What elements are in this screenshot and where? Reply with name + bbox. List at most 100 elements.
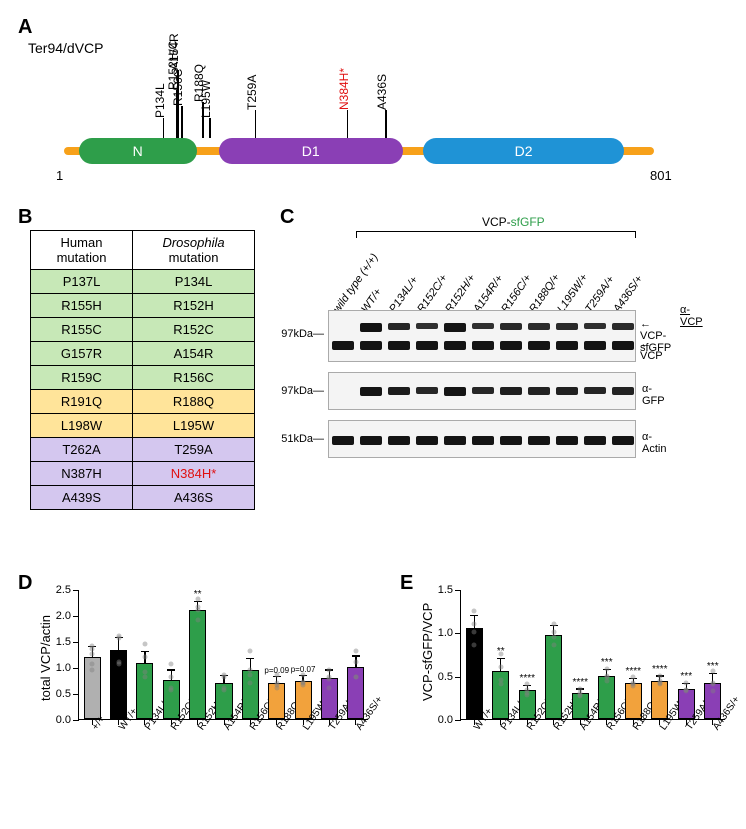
xtick	[329, 720, 330, 725]
data-point	[631, 680, 636, 685]
data-point	[525, 687, 530, 692]
significance-label: **	[497, 646, 505, 657]
antibody-label: α- Actin	[642, 431, 666, 455]
band	[584, 341, 606, 350]
ytick	[73, 694, 79, 695]
band	[388, 341, 410, 350]
ytick	[455, 720, 461, 721]
data-point	[142, 654, 147, 659]
band	[584, 436, 606, 445]
band	[556, 323, 578, 330]
ytick-label: 2.0	[56, 610, 71, 622]
cell-human: R155H	[31, 294, 133, 318]
data-point	[195, 618, 200, 623]
data-point	[169, 685, 174, 690]
band	[472, 436, 494, 445]
data-point	[498, 678, 503, 683]
cell-fly: R152C	[133, 318, 255, 342]
ytick	[73, 720, 79, 721]
band	[528, 387, 550, 395]
mw-label: 97kDa—	[278, 328, 324, 340]
data-point	[169, 662, 174, 667]
error-cap	[470, 615, 478, 616]
bar	[189, 610, 206, 719]
xtick	[276, 720, 277, 725]
band	[444, 387, 466, 396]
ytick-label: 1.5	[56, 636, 71, 648]
data-point	[327, 685, 332, 690]
cell-human: L198W	[31, 414, 133, 438]
group-bracket	[356, 231, 636, 239]
ytick	[455, 590, 461, 591]
cell-fly: A154R	[133, 342, 255, 366]
data-point	[142, 670, 147, 675]
cell-fly: N384H*	[133, 462, 255, 486]
significance-label: **	[194, 589, 202, 600]
cell-fly: R156C	[133, 366, 255, 390]
data-point	[472, 608, 477, 613]
band	[360, 387, 382, 396]
y-axis-label: VCP-sfGFP/VCP	[420, 602, 435, 700]
significance-label: ***	[680, 671, 692, 682]
data-point	[90, 646, 95, 651]
data-point	[498, 665, 503, 670]
cell-fly: A436S	[133, 486, 255, 510]
tick-L195W	[209, 118, 211, 138]
xtick	[553, 720, 554, 725]
panel-b: HumanmutationDrosophilamutationP137LP134…	[30, 230, 255, 510]
ytick	[73, 616, 79, 617]
chart-area: 0.00.51.01.52.02.5+/+WT/+P134L/+R152C/+*…	[78, 590, 368, 720]
cell-human: R155C	[31, 318, 133, 342]
data-point	[684, 688, 689, 693]
data-point	[248, 649, 253, 654]
chart-area: 0.00.51.01.5WT/+**P134L/+****R152C/+R152…	[460, 590, 725, 720]
data-point	[248, 680, 253, 685]
xtick	[92, 720, 93, 725]
cell-fly: R188Q	[133, 390, 255, 414]
band	[360, 436, 382, 445]
mutation-label: T259A	[245, 75, 259, 110]
cell-human: A439S	[31, 486, 133, 510]
band	[472, 341, 494, 350]
cell-human: T262A	[31, 438, 133, 462]
mutation-label: A436S	[375, 74, 389, 110]
band	[416, 341, 438, 350]
data-point	[195, 607, 200, 612]
tick-A436S	[385, 110, 387, 138]
mutation-label: N384H*	[337, 68, 351, 110]
data-point	[90, 667, 95, 672]
protein-schematic: ND1D21801P134LR152H/CA154RR156CR188QL195…	[64, 138, 654, 164]
band	[528, 341, 550, 350]
data-point	[327, 667, 332, 672]
table-row: L198WL195W	[31, 414, 255, 438]
band	[612, 387, 634, 395]
data-point	[327, 676, 332, 681]
xtick	[606, 720, 607, 725]
ytick	[73, 642, 79, 643]
data-point	[142, 675, 147, 680]
significance-label: ****	[625, 666, 641, 677]
band	[500, 387, 522, 395]
y-axis-label: total VCP/actin	[38, 615, 53, 701]
data-point	[578, 692, 583, 697]
mw-label: 97kDa—	[278, 385, 324, 397]
xtick	[118, 720, 119, 725]
ytick-label: 0.0	[438, 714, 453, 726]
ytick-label: 0.0	[56, 714, 71, 726]
ytick-label: 0.5	[438, 671, 453, 683]
data-point	[472, 621, 477, 626]
band	[332, 436, 354, 445]
table-row: P137LP134L	[31, 270, 255, 294]
mw-label: 51kDa—	[278, 433, 324, 445]
antibody-label: α-VCP	[680, 304, 703, 328]
band	[528, 323, 550, 330]
domain-d1: D1	[219, 138, 403, 164]
band	[444, 436, 466, 445]
band	[584, 387, 606, 394]
table-header: Humanmutation	[31, 231, 133, 270]
mutation-label: L195W	[199, 80, 213, 118]
panel-d-chart: 0.00.51.01.52.02.5+/+WT/+P134L/+R152C/+*…	[36, 580, 386, 820]
mutation-label: R156C	[171, 69, 185, 106]
band	[584, 323, 606, 329]
band	[500, 323, 522, 330]
